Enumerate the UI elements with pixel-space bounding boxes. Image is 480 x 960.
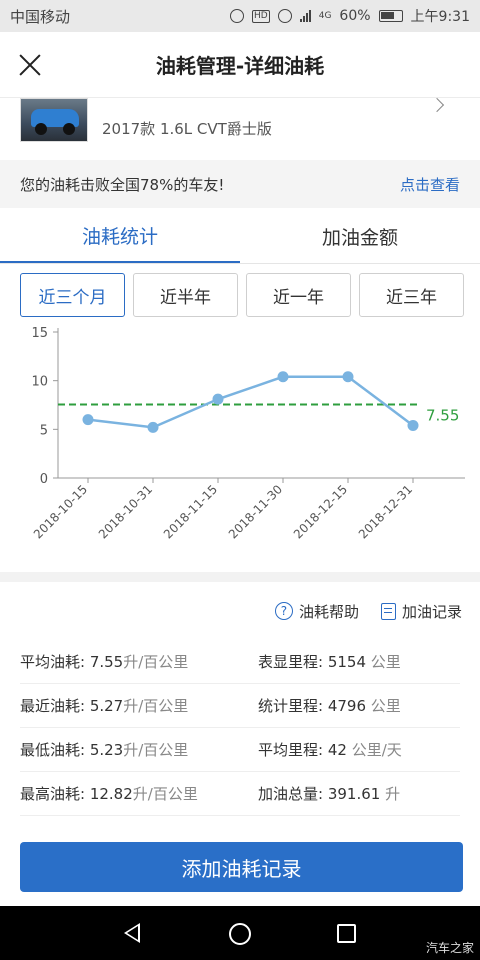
list-icon [380, 602, 396, 620]
stat-cell: 平均油耗: 7.55升/百公里 [20, 651, 240, 672]
stat-value: 5.27 [89, 697, 124, 715]
help-label: 油耗帮助 [298, 602, 359, 621]
stat-value: 42 [327, 741, 347, 759]
stat-cell: 最高油耗: 12.82升/百公里 [20, 783, 240, 804]
help-link[interactable]: ? 油耗帮助 [274, 601, 359, 622]
status-bar: 中国移动 HD 4G 60% 上午9:31 [0, 0, 480, 32]
stat-label: 最近油耗: [20, 697, 90, 715]
network-label: 4G [318, 11, 332, 21]
period-3-months[interactable]: 近三个月 [20, 273, 125, 317]
car-model: 2017款 1.6L CVT爵士版 [102, 120, 272, 138]
chevron-right-icon [429, 97, 445, 113]
records-link[interactable]: 加油记录 [380, 601, 462, 622]
stat-value: 5.23 [89, 741, 124, 759]
close-icon[interactable] [14, 49, 46, 81]
stat-label: 加油总量: [258, 785, 328, 803]
period-1-year[interactable]: 近一年 [246, 273, 351, 317]
stat-value: 4796 [327, 697, 367, 715]
back-icon[interactable] [124, 923, 140, 943]
x-tick-label: 2018-12-15 [291, 482, 350, 541]
stat-label: 统计里程: [258, 697, 328, 715]
series-line [87, 375, 414, 429]
stat-cell: 最低油耗: 5.23升/百公里 [20, 739, 240, 760]
eye-icon [277, 9, 292, 23]
stats-row: 最近油耗: 5.27升/百公里 统计里程: 4796 公里 [20, 684, 460, 728]
stats-row: 平均油耗: 7.55升/百公里 表显里程: 5154 公里 [20, 640, 460, 684]
stat-unit: 升/百公里 [123, 741, 189, 759]
alarm-icon [230, 9, 245, 23]
home-icon[interactable] [229, 923, 251, 945]
stat-label: 最高油耗: [20, 785, 90, 803]
stat-unit: 升/百公里 [132, 785, 198, 803]
stat-cell: 加油总量: 391.61 升 [240, 783, 460, 804]
tab-bar: 油耗统计 加油金额 [0, 210, 480, 264]
stat-value: 391.61 [327, 785, 381, 803]
car-thumbnail [20, 98, 88, 142]
stat-label: 最低油耗: [20, 741, 90, 759]
app-header: 油耗管理-详细油耗 [0, 32, 480, 98]
stat-unit: 升 [380, 785, 401, 803]
y-tick-label: 15 [31, 326, 48, 341]
stats-row: 最高油耗: 12.82升/百公里 加油总量: 391.61 升 [20, 772, 460, 816]
system-nav-bar: 汽车之家 [0, 906, 480, 960]
data-point [212, 393, 224, 405]
status-icons: HD 4G 60% 上午9:31 [230, 6, 470, 26]
x-tick-label: 2018-11-30 [226, 482, 285, 541]
stat-unit: 公里/天 [346, 741, 402, 759]
stat-label: 平均油耗: [20, 653, 90, 671]
stats-table: 平均油耗: 7.55升/百公里 表显里程: 5154 公里 最近油耗: 5.27升/… [20, 640, 460, 816]
carrier-label: 中国移动 [10, 7, 71, 26]
data-point [342, 371, 354, 383]
data-point [147, 421, 159, 433]
stat-label: 表显里程: [258, 653, 328, 671]
stat-value: 5154 [327, 653, 367, 671]
period-3-years[interactable]: 近三年 [359, 273, 464, 317]
stat-value: 7.55 [89, 653, 124, 671]
stats-row: 最低油耗: 5.23升/百公里 平均里程: 42 公里/天 [20, 728, 460, 772]
signal-icon [299, 10, 311, 22]
section-divider [0, 572, 480, 582]
battery-percent: 60% [339, 8, 371, 24]
tab-fuel-stats[interactable]: 油耗统计 [0, 210, 240, 263]
y-tick-label: 10 [31, 375, 48, 390]
x-tick-label: 2018-10-31 [96, 482, 155, 541]
page-title: 油耗管理-详细油耗 [155, 54, 325, 78]
x-tick-label: 2018-10-15 [31, 482, 90, 541]
stat-value: 12.82 [89, 785, 133, 803]
stat-cell: 统计里程: 4796 公里 [240, 695, 460, 716]
car-row[interactable]: 2017款 1.6L CVT爵士版 [0, 97, 480, 160]
period-half-year[interactable]: 近半年 [133, 273, 238, 317]
rank-banner: 您的油耗击败全国78%的车友! 点击查看 [0, 160, 480, 208]
y-tick-label: 5 [40, 423, 48, 438]
stat-label: 平均里程: [258, 741, 328, 759]
battery-icon [378, 10, 403, 22]
data-point [277, 371, 289, 383]
stat-unit: 升/百公里 [123, 697, 189, 715]
x-tick-label: 2018-11-15 [161, 482, 220, 541]
data-point [407, 419, 419, 431]
hd-badge: HD [252, 9, 270, 23]
stat-cell: 平均里程: 42 公里/天 [240, 739, 460, 760]
stat-unit: 升/百公里 [123, 653, 189, 671]
tab-refuel-amount[interactable]: 加油金额 [321, 227, 398, 249]
clock: 上午9:31 [410, 9, 470, 25]
stat-cell: 表显里程: 5154 公里 [240, 651, 460, 672]
stat-unit: 公里 [366, 697, 401, 715]
recent-apps-icon[interactable] [337, 924, 356, 943]
stat-unit: 公里 [366, 653, 401, 671]
watermark: 汽车之家 [425, 941, 474, 955]
records-label: 加油记录 [401, 602, 462, 621]
stat-cell: 最近油耗: 5.27升/百公里 [20, 695, 240, 716]
data-point [82, 414, 94, 426]
view-link[interactable]: 点击查看 [399, 175, 460, 194]
y-tick-label: 0 [40, 472, 48, 487]
actions-row: ? 油耗帮助 加油记录 [0, 596, 480, 626]
add-record-button[interactable]: 添加油耗记录 [20, 842, 463, 892]
x-tick-label: 2018-12-31 [356, 482, 415, 541]
average-label: 7.55 [426, 407, 459, 425]
period-selector: 近三个月 近半年 近一年 近三年 [20, 273, 464, 317]
rank-message: 您的油耗击败全国78%的车友! [20, 175, 225, 194]
question-icon: ? [274, 602, 293, 620]
